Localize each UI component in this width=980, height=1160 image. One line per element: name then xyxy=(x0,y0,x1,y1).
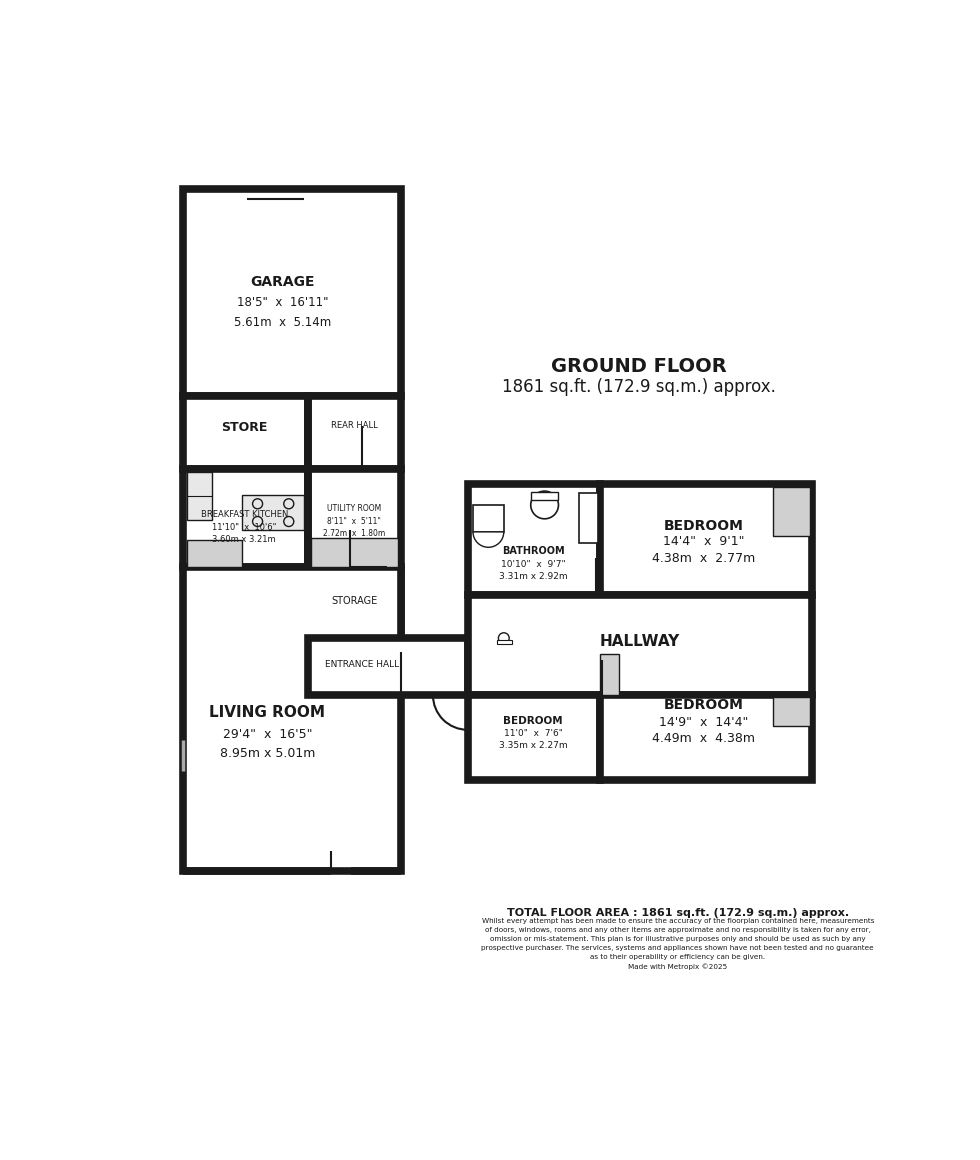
Text: 1861 sq.ft. (172.9 sq.m.) approx.: 1861 sq.ft. (172.9 sq.m.) approx. xyxy=(503,378,776,396)
Text: STORAGE: STORAGE xyxy=(331,596,377,607)
Bar xyxy=(467,484,600,595)
Bar xyxy=(186,539,242,566)
Bar xyxy=(600,484,811,595)
Text: 18'5"  x  16'11": 18'5" x 16'11" xyxy=(237,296,328,309)
Text: 3.35m x 2.27m: 3.35m x 2.27m xyxy=(499,741,567,751)
Text: 3.31m x 2.92m: 3.31m x 2.92m xyxy=(499,572,567,581)
Text: 4.38m  x  2.77m: 4.38m x 2.77m xyxy=(653,552,756,565)
Bar xyxy=(579,493,598,543)
Bar xyxy=(600,695,811,780)
Bar xyxy=(473,505,504,532)
Text: 2.72m  x  1.80m: 2.72m x 1.80m xyxy=(323,529,385,538)
Text: 5.61m  x  5.14m: 5.61m x 5.14m xyxy=(234,316,331,329)
Text: GROUND FLOOR: GROUND FLOOR xyxy=(552,357,727,376)
Text: STORE: STORE xyxy=(221,421,268,435)
Text: Whilst every attempt has been made to ensure the accuracy of the floorplan conta: Whilst every attempt has been made to en… xyxy=(481,918,874,970)
Text: LIVING ROOM: LIVING ROOM xyxy=(210,705,325,720)
Text: HALLWAY: HALLWAY xyxy=(599,633,679,648)
Bar xyxy=(182,189,401,396)
Text: 29'4"  x  16'5": 29'4" x 16'5" xyxy=(222,728,313,741)
Bar xyxy=(308,469,401,566)
Text: 11'10"  x  10'6": 11'10" x 10'6" xyxy=(212,523,276,531)
Text: UTILITY ROOM: UTILITY ROOM xyxy=(327,505,381,513)
Bar xyxy=(182,396,308,469)
Bar xyxy=(242,495,305,530)
Text: 4.49m  x  4.38m: 4.49m x 4.38m xyxy=(653,732,756,745)
Text: GARAGE: GARAGE xyxy=(251,275,315,289)
Text: REAR HALL: REAR HALL xyxy=(331,421,377,430)
Text: 3.60m x 3.21m: 3.60m x 3.21m xyxy=(213,535,276,544)
Bar xyxy=(308,566,401,638)
Bar xyxy=(467,595,811,695)
Wedge shape xyxy=(473,532,504,548)
Bar xyxy=(497,639,513,644)
Bar xyxy=(312,538,398,566)
Text: BEDROOM: BEDROOM xyxy=(664,698,744,712)
Bar xyxy=(308,638,467,695)
Text: 10'10"  x  9'7": 10'10" x 9'7" xyxy=(501,560,565,568)
Bar xyxy=(182,566,401,871)
Bar xyxy=(773,487,810,536)
Bar xyxy=(186,472,212,521)
Text: 11'0"  x  7'6": 11'0" x 7'6" xyxy=(504,730,563,738)
Bar xyxy=(308,396,401,469)
Bar xyxy=(467,695,600,780)
Text: BREAKFAST KITCHEN: BREAKFAST KITCHEN xyxy=(201,510,288,520)
Text: 14'9"  x  14'4": 14'9" x 14'4" xyxy=(660,716,749,728)
Text: BEDROOM: BEDROOM xyxy=(504,716,563,725)
Bar xyxy=(773,697,810,726)
Text: ENTRANCE HALL: ENTRANCE HALL xyxy=(325,660,399,669)
Text: 8.95m x 5.01m: 8.95m x 5.01m xyxy=(220,747,316,760)
Text: BEDROOM: BEDROOM xyxy=(664,519,744,532)
Text: 8'11"  x  5'11": 8'11" x 5'11" xyxy=(327,516,381,525)
Text: TOTAL FLOOR AREA : 1861 sq.ft. (172.9 sq.m.) approx.: TOTAL FLOOR AREA : 1861 sq.ft. (172.9 sq… xyxy=(507,908,849,918)
Text: BATHROOM: BATHROOM xyxy=(502,546,564,556)
Bar xyxy=(182,469,308,566)
Bar xyxy=(531,492,559,500)
Bar xyxy=(600,653,619,695)
Text: 14'4"  x  9'1": 14'4" x 9'1" xyxy=(663,535,745,548)
